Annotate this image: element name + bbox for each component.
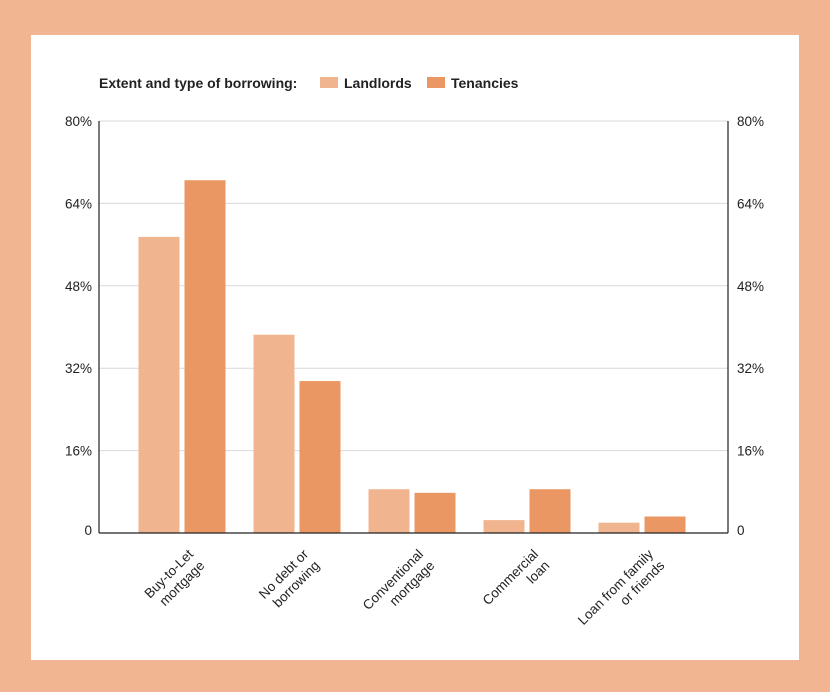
y-axis-left-ticks: 0 16% 32% 48% 64% 80% bbox=[65, 114, 92, 538]
x-tick-label-0: Buy-to-Letmortgage bbox=[141, 546, 207, 612]
y-tick-label-right: 48% bbox=[737, 279, 764, 294]
axes bbox=[98, 121, 729, 534]
y-axis-right-ticks: 0 16% 32% 48% 64% 80% bbox=[737, 114, 764, 538]
bar-tenancies-0 bbox=[184, 180, 226, 533]
y-tick-label-right: 32% bbox=[737, 361, 764, 376]
x-tick-label-4: Loan from familyor friends bbox=[575, 546, 668, 639]
bar-tenancies-3 bbox=[529, 489, 571, 533]
x-tick-label-1: No debt orborrowing bbox=[256, 546, 323, 613]
legend-label-tenancies: Tenancies bbox=[451, 75, 519, 91]
y-tick-label-left: 16% bbox=[65, 444, 92, 459]
y-tick-label-left: 64% bbox=[65, 196, 92, 211]
chart-card: Extent and type of borrowing: Landlords … bbox=[31, 35, 799, 660]
bar-landlords-2 bbox=[368, 489, 410, 533]
y-tick-label-left: 48% bbox=[65, 279, 92, 294]
y-tick-label-right: 16% bbox=[737, 444, 764, 459]
bar-landlords-3 bbox=[483, 520, 525, 533]
y-tick-label-left: 0 bbox=[84, 523, 92, 538]
y-tick-label-left: 32% bbox=[65, 361, 92, 376]
legend-swatch-landlords bbox=[320, 77, 338, 88]
bar-landlords-4 bbox=[598, 522, 640, 533]
bar-landlords-0 bbox=[138, 236, 180, 533]
bar-tenancies-1 bbox=[299, 381, 341, 533]
y-tick-label-right: 80% bbox=[737, 114, 764, 129]
bar-tenancies-2 bbox=[414, 492, 456, 533]
y-tick-label-right: 0 bbox=[737, 523, 745, 538]
legend-swatch-tenancies bbox=[427, 77, 445, 88]
bar-landlords-1 bbox=[253, 334, 295, 533]
x-axis-labels: Buy-to-Letmortgage No debt orborrowing Con… bbox=[141, 546, 668, 639]
bar-chart: Extent and type of borrowing: Landlords … bbox=[65, 75, 764, 639]
bars bbox=[138, 180, 686, 533]
x-tick-label-3: Commercialloan bbox=[480, 547, 553, 620]
bar-tenancies-4 bbox=[644, 516, 686, 533]
legend-label-landlords: Landlords bbox=[344, 75, 412, 91]
legend: Extent and type of borrowing: Landlords … bbox=[99, 75, 519, 91]
legend-title: Extent and type of borrowing: bbox=[99, 75, 297, 91]
y-tick-label-right: 64% bbox=[737, 196, 764, 211]
y-tick-label-left: 80% bbox=[65, 114, 92, 129]
x-tick-label-2: Conventionalmortgage bbox=[360, 547, 438, 625]
